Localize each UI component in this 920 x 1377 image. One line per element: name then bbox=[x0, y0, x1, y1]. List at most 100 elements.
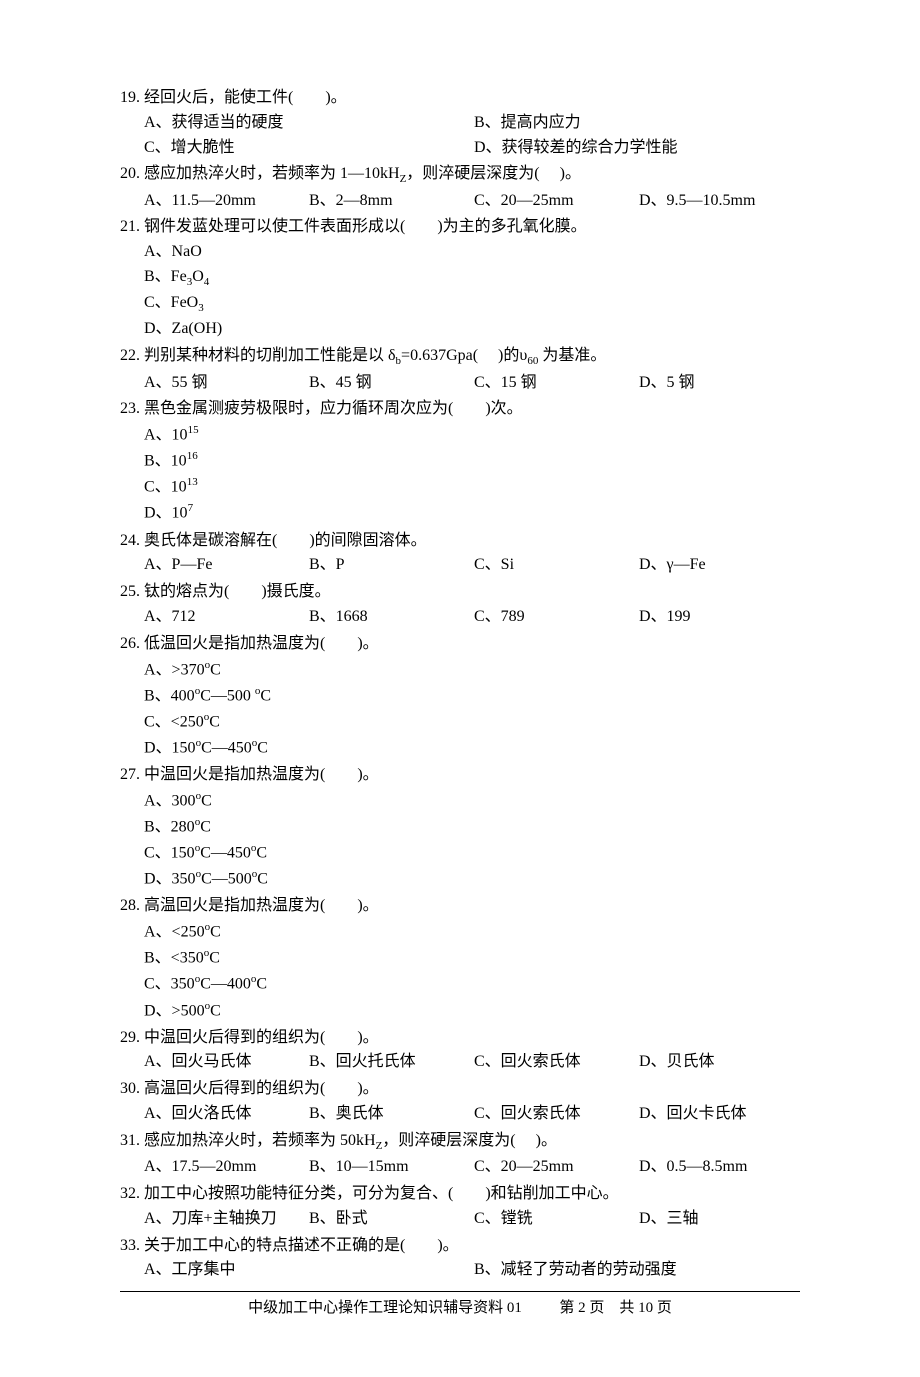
options-row: A、11.5—20mmB、2—8mmC、20—25mmD、9.5—10.5mm bbox=[120, 189, 800, 214]
option: D、回火卡氏体 bbox=[639, 1102, 804, 1127]
question-stem: 28. 高温回火是指加热温度为( )。 bbox=[120, 894, 800, 919]
option: C、1013 bbox=[120, 474, 800, 500]
question: 32. 加工中心按照功能特征分类，可分为复合、( )和钻削加工中心。A、刀库+主… bbox=[120, 1182, 800, 1232]
question: 28. 高温回火是指加热温度为( )。A、<250oCB、<350oCC、350… bbox=[120, 894, 800, 1023]
question-stem: 32. 加工中心按照功能特征分类，可分为复合、( )和钻削加工中心。 bbox=[120, 1182, 800, 1207]
question: 30. 高温回火后得到的组织为( )。A、回火洛氏体B、奥氏体C、回火索氏体D、… bbox=[120, 1077, 800, 1127]
option: C、回火索氏体 bbox=[474, 1102, 639, 1127]
question: 26. 低温回火是指加热温度为( )。A、>370oCB、400oC—500 o… bbox=[120, 632, 800, 761]
option: C、FeO3 bbox=[120, 291, 800, 317]
option: A、NaO bbox=[120, 240, 800, 265]
option: B、回火托氏体 bbox=[309, 1050, 474, 1075]
question-stem: 24. 奥氏体是碳溶解在( )的间隙固溶体。 bbox=[120, 529, 800, 554]
page-footer: 中级加工中心操作工理论知识辅导资料 01 第 2 页 共 10 页 bbox=[120, 1296, 800, 1337]
option: C、Si bbox=[474, 553, 639, 578]
option: C、20—25mm bbox=[474, 1155, 639, 1180]
options-row: A、55 钢B、45 钢C、15 钢D、5 钢 bbox=[120, 371, 800, 396]
question-stem: 29. 中温回火后得到的组织为( )。 bbox=[120, 1026, 800, 1051]
option: A、300oC bbox=[120, 788, 800, 814]
option: B、减轻了劳动者的劳动强度 bbox=[474, 1258, 804, 1283]
option: C、350oC—400oC bbox=[120, 971, 800, 997]
page-content: 19. 经回火后，能使工件( )。A、获得适当的硬度B、提高内应力C、增大脆性D… bbox=[0, 0, 920, 1377]
option: B、提高内应力 bbox=[474, 111, 804, 136]
option: A、<250oC bbox=[120, 919, 800, 945]
question: 23. 黑色金属测疲劳极限时，应力循环周次应为( )次。A、1015B、1016… bbox=[120, 397, 800, 526]
footer-doc-title: 中级加工中心操作工理论知识辅导资料 01 bbox=[248, 1300, 522, 1316]
option: A、11.5—20mm bbox=[144, 189, 309, 214]
option: B、<350oC bbox=[120, 945, 800, 971]
option: B、2—8mm bbox=[309, 189, 474, 214]
options-row: A、回火马氏体B、回火托氏体C、回火索氏体D、贝氏体 bbox=[120, 1050, 800, 1075]
option: D、9.5—10.5mm bbox=[639, 189, 804, 214]
question-stem: 25. 钛的熔点为( )摄氏度。 bbox=[120, 580, 800, 605]
option: D、150oC—450oC bbox=[120, 735, 800, 761]
option: D、γ—Fe bbox=[639, 553, 804, 578]
option: A、P—Fe bbox=[144, 553, 309, 578]
option: B、P bbox=[309, 553, 474, 578]
options-row: A、17.5—20mmB、10—15mmC、20—25mmD、0.5—8.5mm bbox=[120, 1155, 800, 1180]
question: 27. 中温回火是指加热温度为( )。A、300oCB、280oCC、150oC… bbox=[120, 763, 800, 892]
option: A、刀库+主轴换刀 bbox=[144, 1207, 309, 1232]
option: A、工序集中 bbox=[144, 1258, 474, 1283]
option: D、贝氏体 bbox=[639, 1050, 804, 1075]
question-stem: 26. 低温回火是指加热温度为( )。 bbox=[120, 632, 800, 657]
option: B、45 钢 bbox=[309, 371, 474, 396]
option: C、<250oC bbox=[120, 709, 800, 735]
question-stem: 31. 感应加热淬火时，若频率为 50kHZ，则淬硬层深度为( )。 bbox=[120, 1129, 800, 1155]
option: B、Fe3O4 bbox=[120, 265, 800, 291]
option: D、0.5—8.5mm bbox=[639, 1155, 804, 1180]
options-row: A、712B、1668C、789D、199 bbox=[120, 605, 800, 630]
option: C、20—25mm bbox=[474, 189, 639, 214]
option: C、增大脆性 bbox=[144, 136, 474, 161]
question: 21. 钢件发蓝处理可以使工件表面形成以( )为主的多孔氧化膜。A、NaOB、F… bbox=[120, 215, 800, 342]
option: C、回火索氏体 bbox=[474, 1050, 639, 1075]
question: 25. 钛的熔点为( )摄氏度。A、712B、1668C、789D、199 bbox=[120, 580, 800, 630]
option: A、17.5—20mm bbox=[144, 1155, 309, 1180]
option: D、>500oC bbox=[120, 998, 800, 1024]
option: D、107 bbox=[120, 500, 800, 526]
question-stem: 21. 钢件发蓝处理可以使工件表面形成以( )为主的多孔氧化膜。 bbox=[120, 215, 800, 240]
question-stem: 22. 判别某种材料的切削加工性能是以 δb=0.637Gpa( )的υ60 为… bbox=[120, 344, 800, 370]
option: A、回火洛氏体 bbox=[144, 1102, 309, 1127]
question: 22. 判别某种材料的切削加工性能是以 δb=0.637Gpa( )的υ60 为… bbox=[120, 344, 800, 395]
option: A、回火马氏体 bbox=[144, 1050, 309, 1075]
footer-rule bbox=[120, 1291, 800, 1292]
question-stem: 23. 黑色金属测疲劳极限时，应力循环周次应为( )次。 bbox=[120, 397, 800, 422]
options-row: A、刀库+主轴换刀B、卧式C、镗铣D、三轴 bbox=[120, 1207, 800, 1232]
option: B、1668 bbox=[309, 605, 474, 630]
option: B、1016 bbox=[120, 448, 800, 474]
option: D、获得较差的综合力学性能 bbox=[474, 136, 804, 161]
option: C、镗铣 bbox=[474, 1207, 639, 1232]
option: A、获得适当的硬度 bbox=[144, 111, 474, 136]
question-stem: 30. 高温回火后得到的组织为( )。 bbox=[120, 1077, 800, 1102]
question-stem: 20. 感应加热淬火时，若频率为 1—10kHZ，则淬硬层深度为( )。 bbox=[120, 162, 800, 188]
options-row: C、增大脆性D、获得较差的综合力学性能 bbox=[120, 136, 800, 161]
option: B、卧式 bbox=[309, 1207, 474, 1232]
question: 19. 经回火后，能使工件( )。A、获得适当的硬度B、提高内应力C、增大脆性D… bbox=[120, 86, 800, 160]
option: B、10—15mm bbox=[309, 1155, 474, 1180]
option: A、>370oC bbox=[120, 657, 800, 683]
question-stem: 19. 经回火后，能使工件( )。 bbox=[120, 86, 800, 111]
questions-list: 19. 经回火后，能使工件( )。A、获得适当的硬度B、提高内应力C、增大脆性D… bbox=[120, 86, 800, 1283]
option: D、三轴 bbox=[639, 1207, 804, 1232]
option: A、55 钢 bbox=[144, 371, 309, 396]
option: C、15 钢 bbox=[474, 371, 639, 396]
option: D、350oC—500oC bbox=[120, 866, 800, 892]
option: C、150oC—450oC bbox=[120, 840, 800, 866]
option: B、280oC bbox=[120, 814, 800, 840]
question: 33. 关于加工中心的特点描述不正确的是( )。A、工序集中B、减轻了劳动者的劳… bbox=[120, 1234, 800, 1284]
options-row: A、获得适当的硬度B、提高内应力 bbox=[120, 111, 800, 136]
question: 29. 中温回火后得到的组织为( )。A、回火马氏体B、回火托氏体C、回火索氏体… bbox=[120, 1026, 800, 1076]
option: C、789 bbox=[474, 605, 639, 630]
question: 20. 感应加热淬火时，若频率为 1—10kHZ，则淬硬层深度为( )。A、11… bbox=[120, 162, 800, 213]
question-stem: 27. 中温回火是指加热温度为( )。 bbox=[120, 763, 800, 788]
option: D、Za(OH) bbox=[120, 317, 800, 342]
question: 31. 感应加热淬火时，若频率为 50kHZ，则淬硬层深度为( )。A、17.5… bbox=[120, 1129, 800, 1180]
option: D、5 钢 bbox=[639, 371, 804, 396]
question-stem: 33. 关于加工中心的特点描述不正确的是( )。 bbox=[120, 1234, 800, 1259]
option: A、1015 bbox=[120, 422, 800, 448]
options-row: A、工序集中B、减轻了劳动者的劳动强度 bbox=[120, 1258, 800, 1283]
options-row: A、P—FeB、PC、SiD、γ—Fe bbox=[120, 553, 800, 578]
options-row: A、回火洛氏体B、奥氏体C、回火索氏体D、回火卡氏体 bbox=[120, 1102, 800, 1127]
footer-page-num: 第 2 页 共 10 页 bbox=[559, 1300, 672, 1316]
